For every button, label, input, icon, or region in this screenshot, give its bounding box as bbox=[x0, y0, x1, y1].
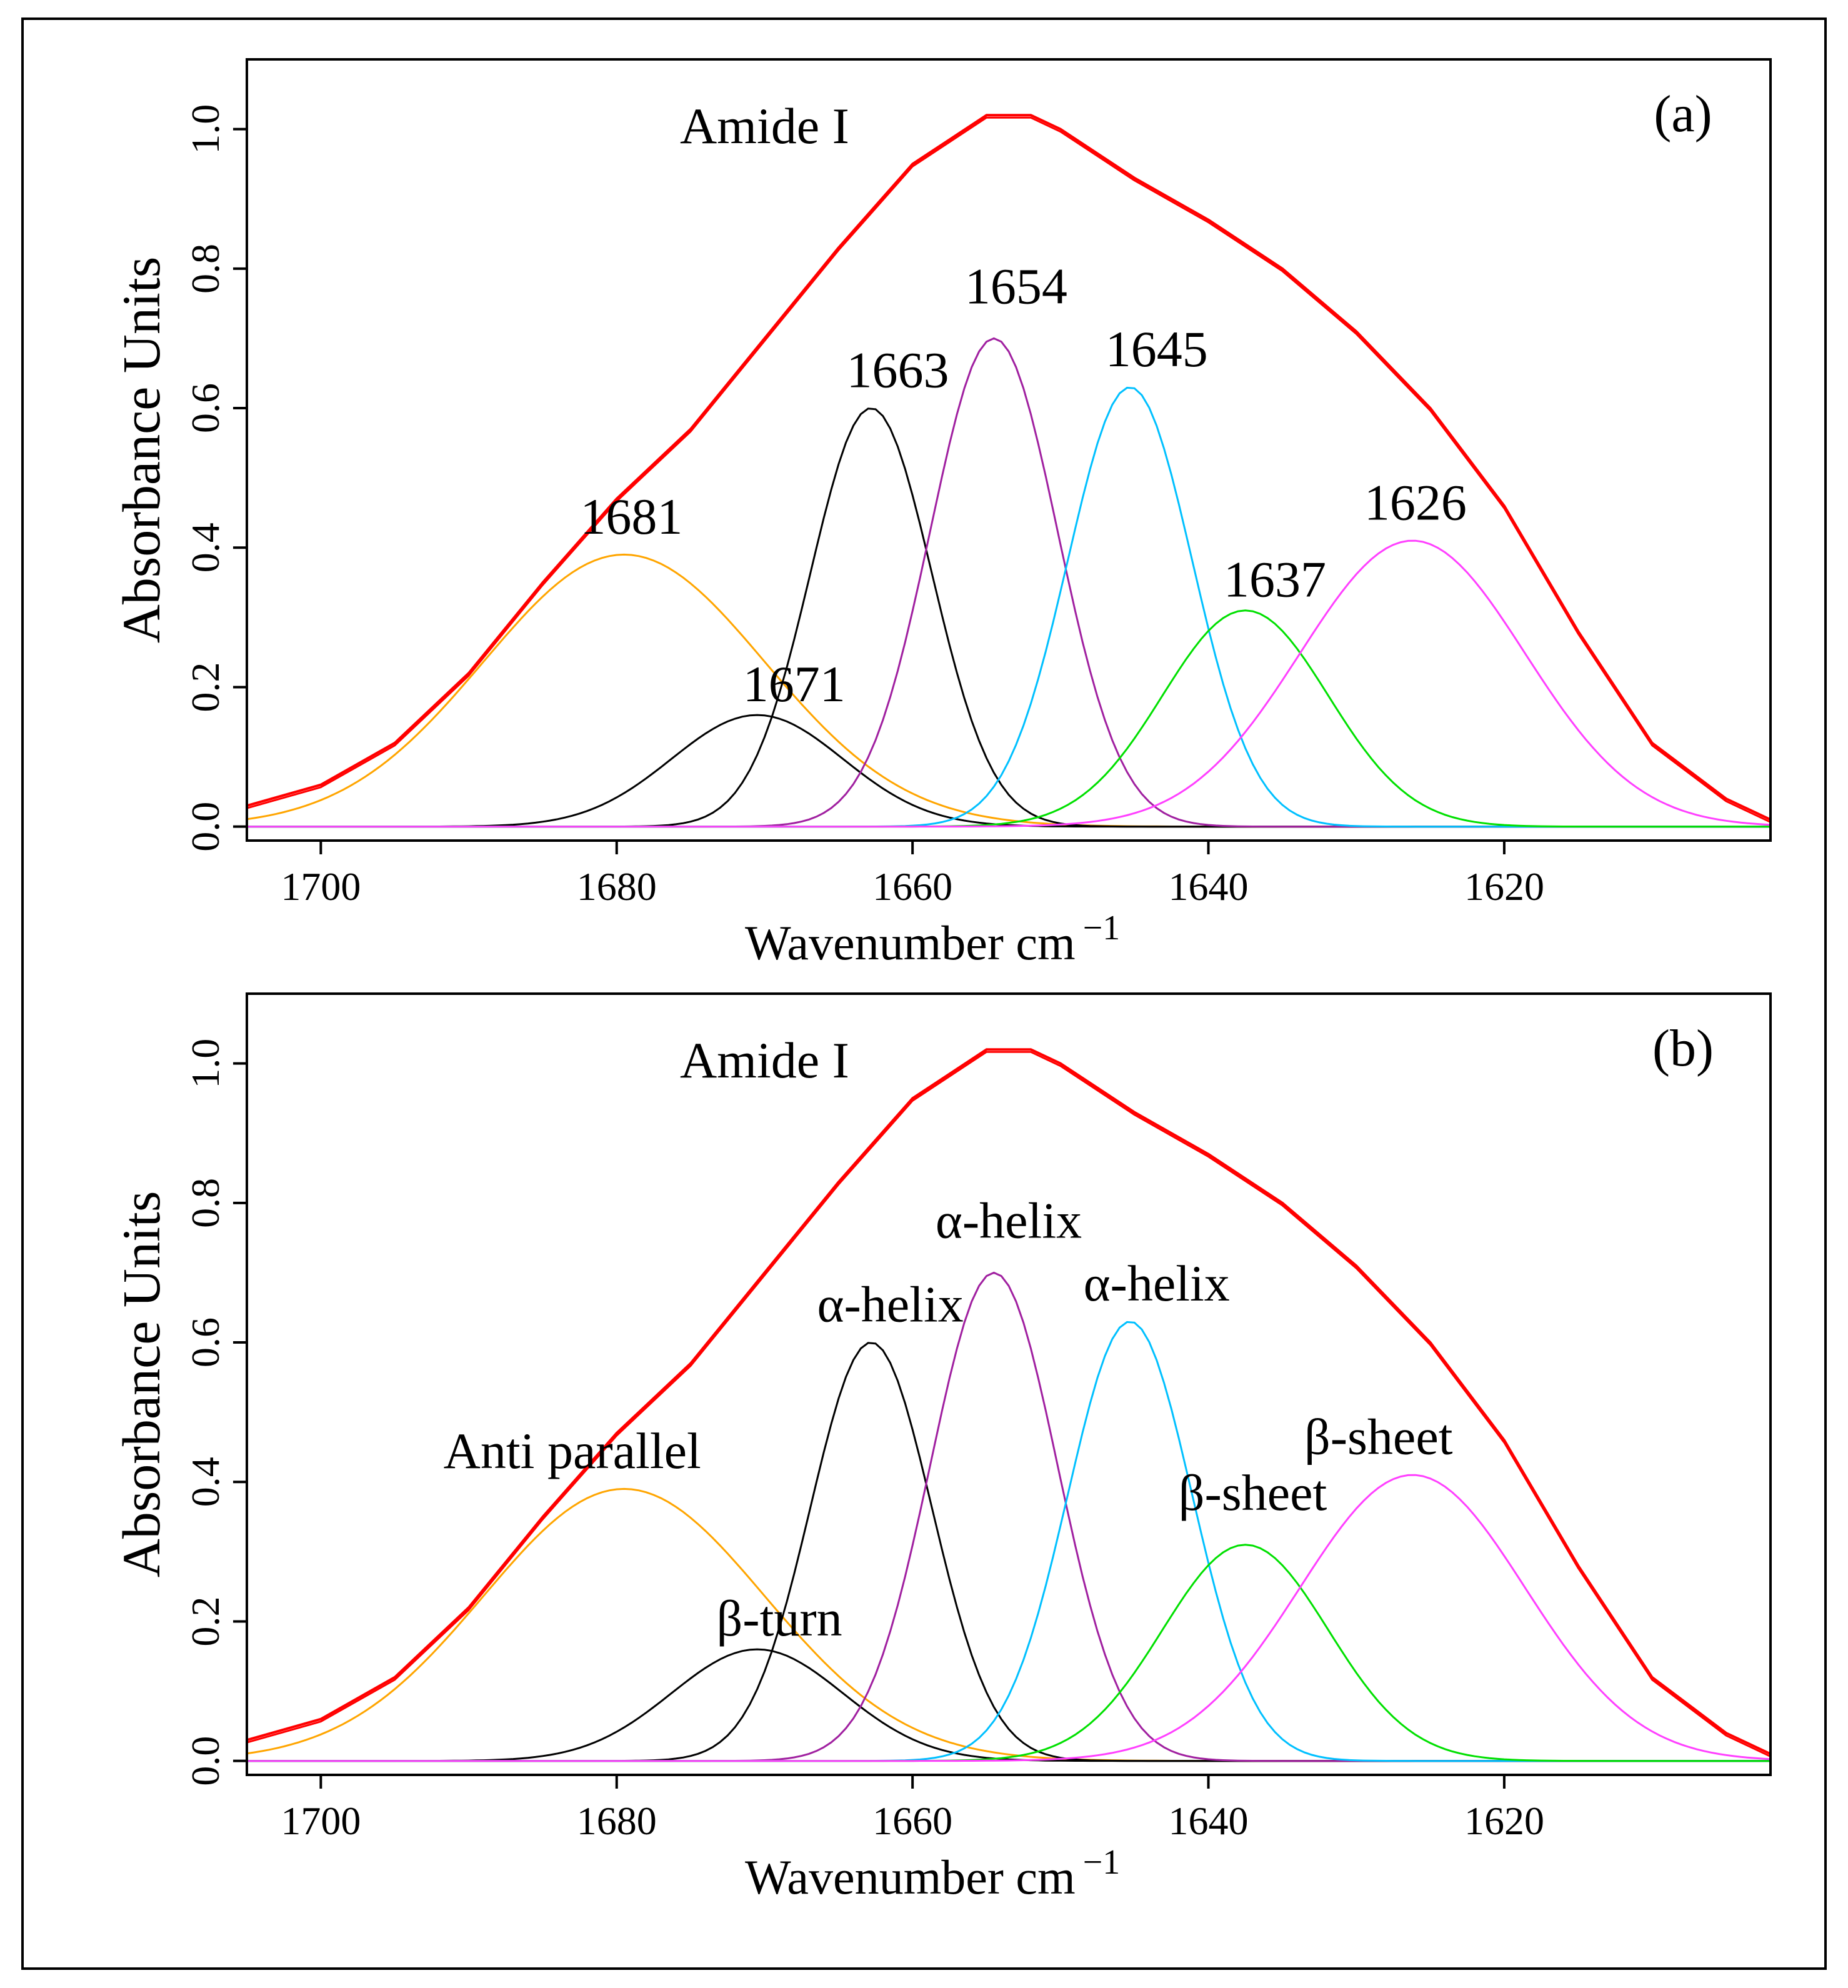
annotation-label-2: β-turn bbox=[717, 1590, 842, 1647]
y-tick-label: 0.4 bbox=[183, 1457, 227, 1507]
annotation-label-4: α-helix bbox=[936, 1192, 1082, 1249]
annotation-label-7: β-sheet bbox=[1304, 1409, 1453, 1466]
annotation-label-3: α-helix bbox=[817, 1276, 964, 1333]
component-curves bbox=[247, 1048, 1771, 1762]
y-tick-label: 0.0 bbox=[183, 1736, 227, 1786]
x-tick-label: 1620 bbox=[1464, 1799, 1544, 1843]
annotation-label-4: 1654 bbox=[965, 258, 1067, 315]
annotation-label-2: 1671 bbox=[743, 656, 846, 712]
y-tick-label: 0.4 bbox=[183, 522, 227, 572]
annotation-label-6: β-sheet bbox=[1179, 1464, 1327, 1521]
x-axis-label-text: Wavenumber cm bbox=[745, 1850, 1076, 1904]
x-tick-label: 1680 bbox=[577, 1799, 657, 1843]
y-tick-label: 0.6 bbox=[183, 1317, 227, 1367]
annotation-label-1: Anti parallel bbox=[444, 1422, 701, 1479]
envelope-fitted-line bbox=[247, 1051, 1771, 1757]
component-curve-6 bbox=[247, 1474, 1771, 1762]
x-axis-label: Wavenumber cm −1 bbox=[745, 909, 1120, 970]
y-tick-label: 0.8 bbox=[183, 1178, 227, 1228]
annotation-label-7: 1626 bbox=[1364, 474, 1467, 531]
x-axis-label-superscript: −1 bbox=[1083, 909, 1121, 947]
x-tick-label: 1660 bbox=[872, 1799, 952, 1843]
x-tick-label: 1700 bbox=[281, 1799, 361, 1843]
x-tick-label: 1660 bbox=[872, 864, 952, 909]
x-tick-label: 1640 bbox=[1169, 864, 1249, 909]
x-tick-label: 1700 bbox=[281, 864, 361, 909]
component-curves bbox=[247, 114, 1771, 828]
y-tick-label: 0.2 bbox=[183, 662, 227, 712]
annotation-label-3: 1663 bbox=[846, 342, 949, 399]
x-tick-label: 1680 bbox=[577, 864, 657, 909]
y-tick-label: 0.8 bbox=[183, 244, 227, 294]
plot-frame bbox=[246, 58, 1772, 842]
y-axis-label: Absorbance Units bbox=[111, 257, 171, 644]
panel-label: (b) bbox=[1652, 1019, 1714, 1077]
annotation-label-6: 1637 bbox=[1224, 551, 1326, 607]
x-axis-label-superscript: −1 bbox=[1083, 1843, 1121, 1882]
envelope-measured-line bbox=[247, 1048, 1771, 1756]
x-tick-label: 1640 bbox=[1169, 1799, 1249, 1843]
y-axis-label: Absorbance Units bbox=[111, 1191, 171, 1578]
annotation-label-1: 1681 bbox=[580, 488, 682, 545]
envelope-measured-line bbox=[247, 114, 1771, 821]
y-tick-label: 0.0 bbox=[183, 802, 227, 852]
panel-b-chart: 1700 1680 1660 1640 1620 0.0 0.2 0.4 0.6 0.8 1.0 Wa… bbox=[111, 992, 1772, 1904]
y-tick-label: 0.6 bbox=[183, 383, 227, 433]
component-curve-6 bbox=[247, 539, 1771, 828]
annotation-label-5: 1645 bbox=[1106, 321, 1208, 377]
annotation-label-0: Amide I bbox=[680, 1032, 849, 1089]
x-tick-label: 1620 bbox=[1464, 864, 1544, 909]
envelope-fitted-line bbox=[247, 116, 1771, 823]
panel-a-chart: 1700 1680 1660 1640 1620 0.0 0.2 0.4 0.6 0.8 1.0 Wa… bbox=[111, 58, 1772, 970]
x-axis-label: Wavenumber cm −1 bbox=[745, 1843, 1120, 1904]
y-tick-label: 0.2 bbox=[183, 1596, 227, 1646]
y-tick-label: 1.0 bbox=[183, 1039, 227, 1089]
panel-label: (a) bbox=[1654, 85, 1712, 143]
annotation-label-0: Amide I bbox=[680, 97, 849, 154]
y-tick-label: 1.0 bbox=[183, 104, 227, 154]
annotation-label-5: α-helix bbox=[1084, 1255, 1230, 1312]
x-axis-label-text: Wavenumber cm bbox=[745, 916, 1076, 970]
plot-frame bbox=[246, 992, 1772, 1776]
